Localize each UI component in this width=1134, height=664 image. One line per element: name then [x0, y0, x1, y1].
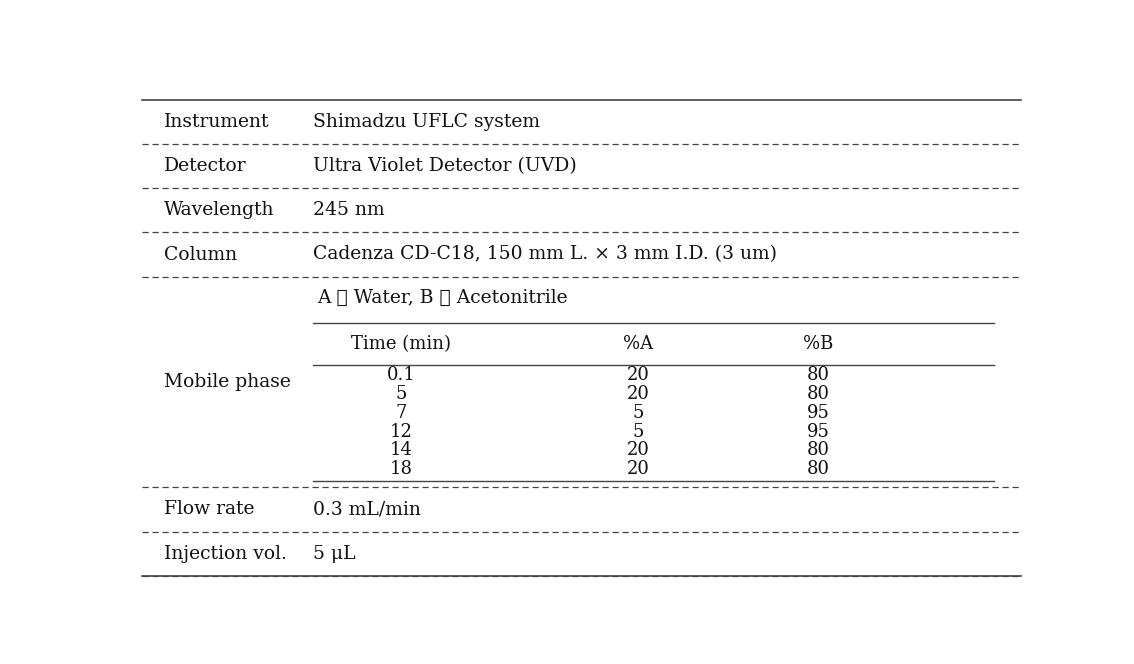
Text: 80: 80 [807, 460, 830, 479]
Text: 20: 20 [627, 366, 650, 384]
Text: Shimadzu UFLC system: Shimadzu UFLC system [313, 113, 540, 131]
Text: Ultra Violet Detector (UVD): Ultra Violet Detector (UVD) [313, 157, 577, 175]
Text: Instrument: Instrument [163, 113, 269, 131]
Text: 95: 95 [807, 422, 830, 440]
Text: 12: 12 [390, 422, 413, 440]
Text: 7: 7 [396, 404, 407, 422]
Text: 5: 5 [396, 384, 407, 402]
Text: 18: 18 [389, 460, 413, 479]
Text: %A: %A [624, 335, 653, 353]
Text: 0.3 mL/min: 0.3 mL/min [313, 501, 421, 519]
Text: Injection vol.: Injection vol. [163, 544, 287, 562]
Text: 0.1: 0.1 [387, 366, 415, 384]
Text: Detector: Detector [163, 157, 246, 175]
Text: Column: Column [163, 246, 237, 264]
Text: 20: 20 [627, 384, 650, 402]
Text: Time (min): Time (min) [352, 335, 451, 353]
Text: 5: 5 [633, 422, 644, 440]
Text: 20: 20 [627, 442, 650, 459]
Text: 245 nm: 245 nm [313, 201, 384, 219]
Text: %B: %B [803, 335, 833, 353]
Text: Flow rate: Flow rate [163, 501, 254, 519]
Text: A ： Water, B ： Acetonitrile: A ： Water, B ： Acetonitrile [318, 289, 568, 307]
Text: 5: 5 [633, 404, 644, 422]
Text: 80: 80 [807, 384, 830, 402]
Text: 80: 80 [807, 442, 830, 459]
Text: Wavelength: Wavelength [163, 201, 274, 219]
Text: 20: 20 [627, 460, 650, 479]
Text: Mobile phase: Mobile phase [163, 373, 290, 391]
Text: 80: 80 [807, 366, 830, 384]
Text: 14: 14 [390, 442, 413, 459]
Text: 5 μL: 5 μL [313, 544, 356, 562]
Text: 95: 95 [807, 404, 830, 422]
Text: Cadenza CD-C18, 150 mm L. × 3 mm I.D. (3 um): Cadenza CD-C18, 150 mm L. × 3 mm I.D. (3… [313, 246, 777, 264]
